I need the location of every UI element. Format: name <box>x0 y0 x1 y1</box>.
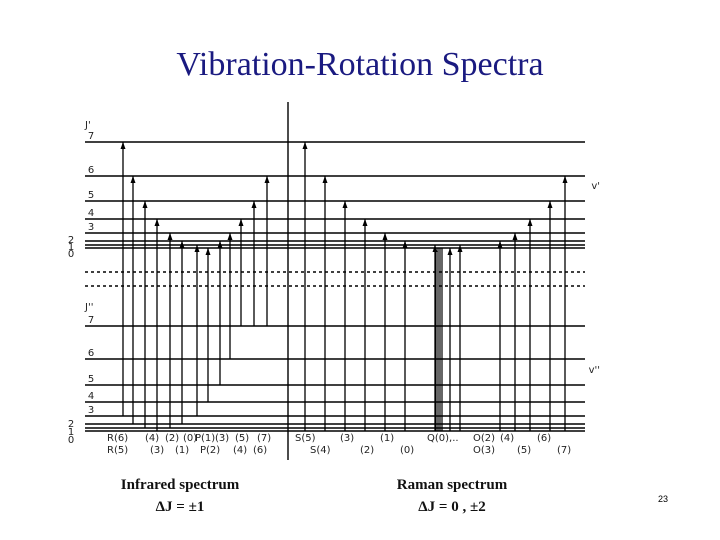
upper-level-label: 4 <box>88 208 94 219</box>
raman-branch-label: (3) <box>340 433 354 444</box>
raman-transition-arrow <box>362 219 368 226</box>
ir-transition-arrow <box>167 233 173 240</box>
ir-branch-label: R(6) <box>107 433 128 444</box>
ir-transition-arrow <box>142 201 148 208</box>
upper-level-label: 5 <box>88 190 94 201</box>
upper-state-label: J' <box>84 120 91 131</box>
ir-branch-label: (0) <box>183 433 197 444</box>
raman-branch-label: O(2) <box>473 433 495 444</box>
ir-branch-label: R(5) <box>107 445 128 456</box>
ir-branch-label: (6) <box>253 445 267 456</box>
ir-branch-label: (7) <box>257 433 271 444</box>
page-number: 23 <box>658 494 669 504</box>
raman-caption-rule: ΔJ = 0 , ±2 <box>418 499 486 515</box>
ir-branch-label: (4) <box>145 433 159 444</box>
raman-branch-label: (2) <box>360 445 374 456</box>
raman-branch-label: Q(0),.. <box>427 433 459 444</box>
upper-level-label: 7 <box>88 131 94 142</box>
lower-level-label: 3 <box>88 405 94 416</box>
raman-transition-arrow <box>447 248 453 255</box>
raman-transition-arrow <box>457 245 463 252</box>
ir-branch-label: P(1) <box>195 433 215 444</box>
raman-branch-label: (6) <box>537 433 551 444</box>
ir-transition-arrow <box>154 219 160 226</box>
upper-level-label: 1 <box>68 242 74 253</box>
lower-level-label: 4 <box>88 391 94 402</box>
raman-branch-label: (5) <box>517 445 531 456</box>
lower-level-label: 2 <box>68 419 74 430</box>
raman-transition-arrow <box>547 201 553 208</box>
lower-state-label: J'' <box>84 302 93 313</box>
raman-branch-label: S(4) <box>310 445 331 456</box>
transition-lines <box>120 142 568 431</box>
raman-branch-label: S(5) <box>295 433 316 444</box>
ir-caption-title: Infrared spectrum <box>120 477 240 493</box>
raman-transition-arrow <box>302 142 308 149</box>
ir-branch-label: (1) <box>175 445 189 456</box>
raman-branch-label: O(3) <box>473 445 495 456</box>
ir-branch-label: (4) <box>233 445 247 456</box>
ir-caption-rule: ΔJ = ±1 <box>155 499 205 515</box>
upper-level-label: 6 <box>88 165 94 176</box>
ir-transition-arrow <box>120 142 126 149</box>
lower-level-label: 6 <box>88 348 94 359</box>
lower-level-label: 1 <box>68 427 74 438</box>
ir-transition-arrow <box>264 176 270 183</box>
ir-branch-label: (3) <box>150 445 164 456</box>
energy-levels <box>85 102 585 460</box>
ir-branch-label: P(2) <box>200 445 220 456</box>
raman-transition-arrow <box>527 219 533 226</box>
slide-title: Vibration-Rotation Spectra <box>176 46 544 83</box>
raman-transition-arrow <box>512 233 518 240</box>
raman-transition-arrow <box>497 241 503 248</box>
lower-level-label: 0 <box>68 435 74 446</box>
upper-level-label: 3 <box>88 222 94 233</box>
raman-transition-arrow <box>322 176 328 183</box>
raman-transition-arrow <box>382 233 388 240</box>
raman-caption-title: Raman spectrum <box>396 477 508 493</box>
ir-transition-arrow <box>194 245 200 252</box>
ir-transition-arrow <box>217 241 223 248</box>
ir-branch-label: (3) <box>215 433 229 444</box>
lower-vib-label: v'' <box>589 365 600 376</box>
ir-transition-arrow <box>130 176 136 183</box>
ir-transition-arrow <box>238 219 244 226</box>
raman-branch-label: (1) <box>380 433 394 444</box>
ir-branch-label: (5) <box>235 433 249 444</box>
upper-vib-label: v' <box>591 181 600 192</box>
raman-branch-label: (4) <box>500 433 514 444</box>
ir-transition-arrow <box>179 241 185 248</box>
raman-transition-arrow <box>342 201 348 208</box>
upper-level-label: 0 <box>68 249 74 260</box>
ir-caption: Infrared spectrum ΔJ = ±1 <box>95 474 265 518</box>
upper-level-label: 2 <box>68 235 74 246</box>
ir-transition-arrow <box>251 201 257 208</box>
ir-transition-arrow <box>227 233 233 240</box>
ir-transition-arrow <box>205 248 211 255</box>
ir-branch-label: (2) <box>165 433 179 444</box>
lower-level-label: 5 <box>88 374 94 385</box>
raman-branch-label: (7) <box>557 445 571 456</box>
raman-caption: Raman spectrum ΔJ = 0 , ±2 <box>372 474 532 518</box>
raman-branch-label: (0) <box>400 445 414 456</box>
raman-transition-arrow <box>402 241 408 248</box>
lower-level-label: 7 <box>88 315 94 326</box>
raman-transition-arrow <box>562 176 568 183</box>
